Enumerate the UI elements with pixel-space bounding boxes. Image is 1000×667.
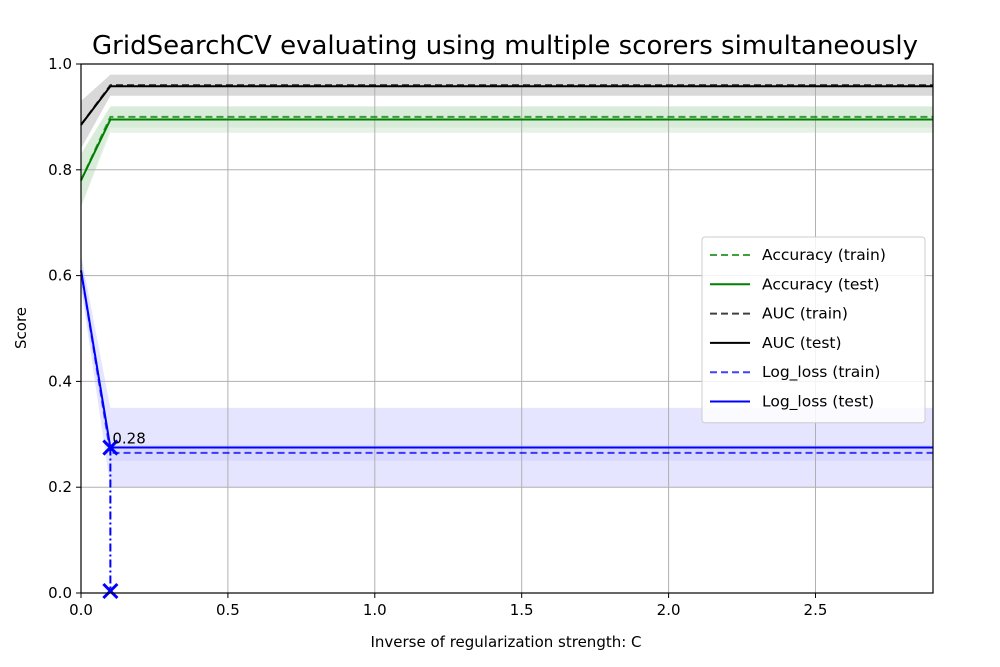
y-tick-label-4: 0.8	[48, 161, 72, 179]
legend[interactable]: Accuracy (train) Accuracy (test) AUC (trai…	[701, 236, 926, 424]
best-score-marker: 0.28	[102, 430, 146, 600]
band-5	[81, 254, 933, 488]
legend-label-0: Accuracy (train)	[762, 246, 886, 264]
y-tick-label-0: 0.0	[48, 584, 72, 602]
x-tick-label-3: 1.5	[510, 601, 534, 619]
legend-label-3: AUC (test)	[762, 334, 842, 352]
x-tick-label-5: 2.5	[804, 601, 828, 619]
x-tick-label-2: 1.0	[363, 601, 387, 619]
x-tick-label-0: 0.0	[69, 601, 93, 619]
legend-label-2: AUC (train)	[762, 305, 848, 323]
band-2	[81, 74, 933, 149]
best-score-base-marker	[102, 582, 119, 600]
y-tick-label-3: 0.6	[48, 267, 72, 285]
x-tick-label-1: 0.5	[216, 601, 240, 619]
x-axis-ticks: 0.0 0.5 1.0 1.5 2.0 2.5	[69, 593, 827, 619]
x-tick-label-4: 2.0	[657, 601, 681, 619]
y-tick-label-5: 1.0	[48, 55, 72, 73]
best-score-label: 0.28	[112, 430, 145, 448]
chart-title: GridSearchCV evaluating using multiple s…	[92, 31, 918, 61]
series-line-1	[80, 118, 933, 181]
legend-label-5: Log_loss (test)	[762, 393, 874, 412]
y-axis-ticks: 0.0 0.2 0.4 0.6 0.8 1.0	[48, 55, 81, 602]
legend-label-4: Log_loss (train)	[762, 363, 880, 382]
y-tick-label-2: 0.4	[48, 372, 72, 390]
y-axis-label: Score	[12, 307, 30, 349]
legend-box	[701, 236, 926, 424]
grid	[81, 64, 933, 593]
plot-frame	[80, 63, 934, 594]
y-tick-label-1: 0.2	[48, 478, 72, 496]
band-3	[81, 74, 933, 149]
best-score-x-marker	[102, 439, 119, 456]
legend-label-1: Accuracy (test)	[762, 275, 880, 293]
series-line-3	[80, 85, 933, 126]
x-axis-label: Inverse of regularization strength: C	[370, 633, 641, 651]
band-1	[81, 106, 933, 207]
